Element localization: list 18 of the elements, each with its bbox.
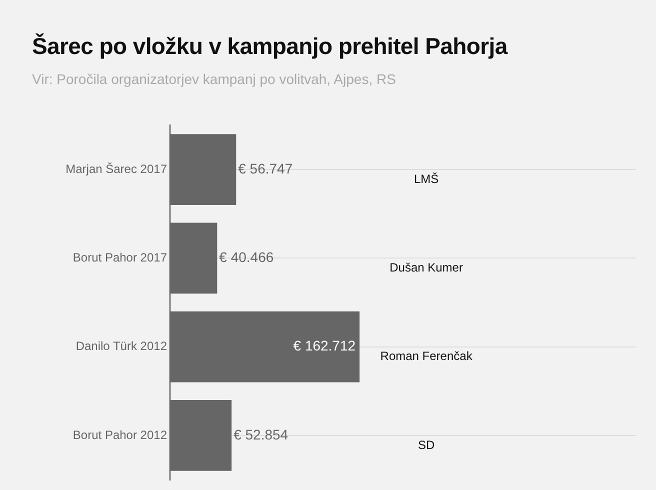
bar (170, 222, 218, 294)
bar (170, 311, 360, 382)
text: Roman Ferenčak (380, 349, 474, 364)
data-label: € 162.712 (293, 338, 356, 354)
chart-subtitle: Vir: Poročila organizatorjev kampanj po volitvah, Ajpes, RS (32, 71, 396, 87)
data-label: € 52.854 (234, 426, 288, 442)
y-tick-label: Marjan Šarec 2017 (66, 162, 168, 176)
data-label: € 40.466 (219, 249, 274, 266)
y-tick-label: Borut Pahor 2017 (72, 250, 168, 264)
text: LMŠ (414, 172, 439, 186)
data-label: € 56.747 (238, 160, 293, 176)
bar (170, 134, 236, 205)
text: Dušan Kumer (390, 260, 463, 274)
chart-title: Šarec po vložku v kampanjo prehitel Pahorja (32, 33, 508, 60)
text: SD (418, 438, 435, 452)
y-tick-label: Borut Pahor 2012 (72, 428, 168, 442)
bar (170, 400, 232, 471)
y-tick-label: Danilo Türk 2012 (76, 339, 168, 354)
